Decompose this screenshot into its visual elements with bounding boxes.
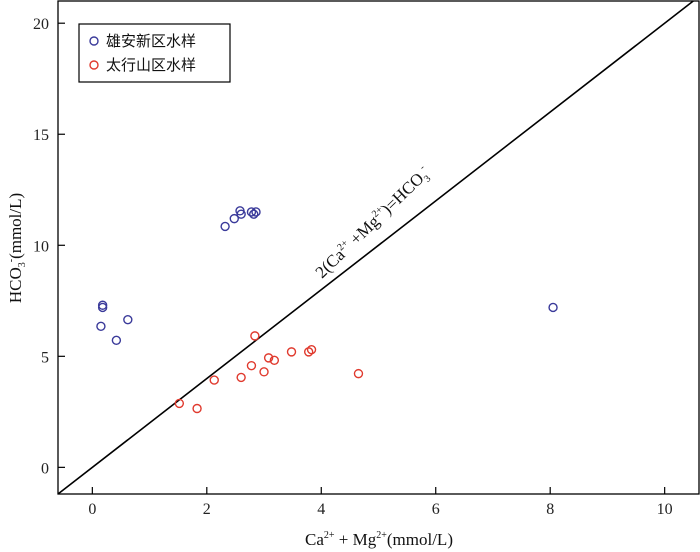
y-tick-label: 15 <box>33 127 49 144</box>
data-point-taihang <box>236 372 246 383</box>
data-point-taihang <box>263 353 274 363</box>
data-point-xiongan <box>220 221 230 232</box>
legend-label-xiongan: 雄安新区水样 <box>106 32 196 50</box>
data-point-taihang <box>353 368 364 379</box>
legend: 雄安新区水样 太行山区水样 <box>78 23 231 83</box>
data-point-xiongan <box>236 209 246 219</box>
data-point-taihang <box>259 367 269 377</box>
x-tick-label: 8 <box>546 501 554 518</box>
y-axis-title: HCO3-(mmol/L) <box>6 193 28 303</box>
x-tick-label: 4 <box>317 501 325 518</box>
data-point-xiongan <box>96 321 106 332</box>
data-point-taihang <box>286 347 297 357</box>
y-tick-label: 10 <box>33 238 49 255</box>
legend-marker-taihang <box>89 60 99 70</box>
data-point-xiongan <box>548 302 558 313</box>
data-point-taihang <box>209 375 219 385</box>
data-points <box>96 206 558 414</box>
axis-ticks: 0 2 4 6 8 10 0 5 10 15 20 <box>33 16 673 518</box>
legend-marker-xiongan <box>89 36 99 46</box>
reference-line-label: 2(Ca2+ +Mg2+)=HCO3- <box>311 162 436 284</box>
x-tick-label: 10 <box>657 501 673 518</box>
data-point-taihang <box>174 398 185 409</box>
data-point-xiongan <box>123 314 133 325</box>
x-tick-label: 6 <box>432 501 440 518</box>
data-point-taihang <box>306 344 317 355</box>
reference-line-group <box>57 0 694 495</box>
data-point-taihang <box>303 347 314 357</box>
data-point-taihang <box>192 403 202 414</box>
data-point-xiongan <box>246 207 257 217</box>
data-point-taihang <box>246 360 257 371</box>
reference-line <box>57 0 694 495</box>
plot-area-frame <box>57 0 700 495</box>
legend-label-taihang: 太行山区水样 <box>106 56 196 74</box>
x-tick-label: 0 <box>88 501 96 518</box>
y-tick-label: 0 <box>41 460 49 477</box>
y-tick-label: 5 <box>41 349 49 366</box>
y-tick-label: 20 <box>33 16 49 33</box>
data-point-taihang <box>269 355 280 366</box>
data-point-taihang <box>250 331 260 341</box>
data-point-xiongan <box>111 335 122 346</box>
data-point-xiongan <box>229 213 239 224</box>
legend-box <box>78 23 231 83</box>
data-point-xiongan <box>249 209 259 219</box>
x-tick-label: 2 <box>203 501 211 518</box>
data-point-xiongan <box>251 207 261 217</box>
data-point-xiongan <box>97 302 108 313</box>
x-axis-title: Ca2+ + Mg2+(mmol/L) <box>305 530 453 549</box>
